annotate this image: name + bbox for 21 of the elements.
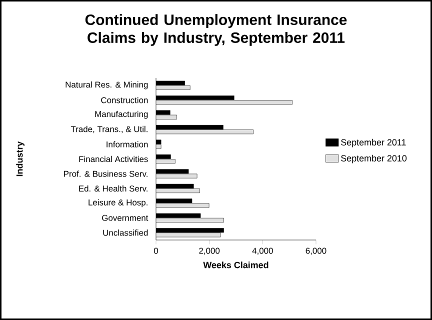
y-tick-label: Manufacturing xyxy=(95,110,148,119)
chart-title: Continued Unemployment Insurance Claims by Industry, September 2011 xyxy=(85,14,347,46)
y-tick-label: Unclassified xyxy=(103,230,148,236)
y-tick-label: Information xyxy=(106,141,148,148)
bar xyxy=(156,203,210,208)
y-tick-label: Prof. & Business Serv. xyxy=(64,170,148,177)
y-tick-label: Ed. & Health Serv. xyxy=(79,185,148,192)
y-tick-label: Construction xyxy=(101,96,148,104)
x-tick-label: 6,000 xyxy=(306,248,326,255)
y-tick-label: Financial Activities xyxy=(79,156,148,162)
legend-label: September 2010 xyxy=(341,154,407,164)
legend-label: September 2011 xyxy=(341,138,406,148)
x-tick-label: 0 xyxy=(154,248,158,254)
y-tick-label: Trade, Trans., & Util. xyxy=(70,126,148,134)
x-axis-title: Weeks Claimed xyxy=(203,262,268,268)
y-axis-title: Industry xyxy=(16,141,24,176)
y-tick-label: Natural Res. & Mining xyxy=(66,81,148,90)
x-tick-label: 4,000 xyxy=(252,248,273,255)
y-tick-label: Leisure & Hosp. xyxy=(88,199,148,208)
y-tick-label: Government xyxy=(102,214,148,221)
x-tick-label: 2,000 xyxy=(199,248,220,255)
